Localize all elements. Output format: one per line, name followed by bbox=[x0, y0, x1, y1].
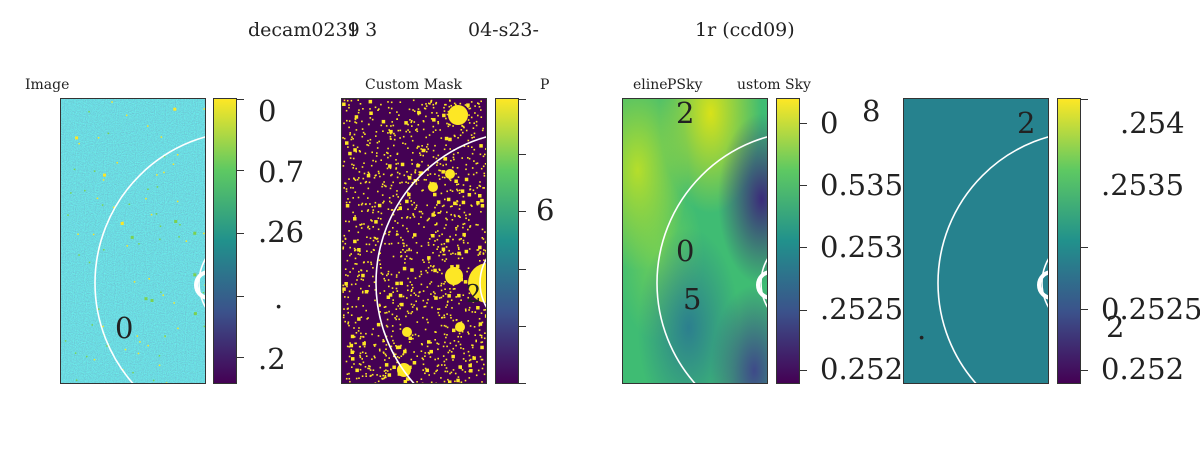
pipeline-sky-colorbar bbox=[776, 98, 807, 384]
image-colorbar bbox=[213, 98, 244, 384]
mask-map bbox=[342, 99, 486, 383]
figure-title-part-3: 04-s23- bbox=[468, 19, 539, 41]
custom-sky-panel: 2 2 bbox=[903, 98, 1049, 384]
panel-title-mask: Custom Mask bbox=[365, 77, 463, 93]
mask-panel: 2 bbox=[341, 98, 487, 384]
image-panel: 0 bbox=[60, 98, 206, 384]
image-colorbar-tick: 0.7 bbox=[258, 155, 305, 189]
custom-sky-colorbar bbox=[1057, 98, 1088, 384]
custom-sky-overlay-label: . bbox=[917, 312, 927, 346]
figure-title-part-2: 1 3 bbox=[347, 19, 378, 41]
pipeline-sky-map bbox=[623, 99, 767, 383]
custom-sky-map bbox=[937, 136, 1048, 383]
custom-sky-overlay-label: 8 bbox=[862, 94, 881, 128]
image-overlay-label: 0 bbox=[115, 311, 134, 345]
aperture-rings bbox=[375, 136, 486, 383]
mask-colorbar-title: P bbox=[540, 77, 550, 93]
custom-sky-colorbar-tick: 0.252 bbox=[1101, 352, 1185, 386]
custom-sky-colorbar-tick: 0.2525 bbox=[1101, 292, 1200, 326]
image-colorbar-tick: . bbox=[274, 281, 284, 315]
pipeline-sky-panel: 2 0 5 bbox=[622, 98, 768, 384]
pipeline-sky-colorbar-tick: 0.253 bbox=[820, 230, 904, 264]
mask-overlay-label: 2 bbox=[466, 280, 482, 308]
pipeline-sky-overlay-label: 2 bbox=[676, 98, 695, 130]
custom-sky-overlay-label: 2 bbox=[1017, 106, 1036, 140]
pipeline-sky-colorbar-tick: .2525 bbox=[820, 292, 904, 326]
aperture-rings bbox=[656, 136, 767, 383]
image-noise bbox=[61, 99, 205, 383]
panel-title-custom-sky: ustom Sky bbox=[737, 77, 811, 93]
pipeline-sky-colorbar-tick: 0.535 bbox=[820, 168, 904, 202]
custom-sky-colorbar-tick: .254 bbox=[1120, 106, 1185, 140]
panel-title-image: Image bbox=[25, 77, 70, 93]
figure-title-part-1: decam0239 bbox=[248, 19, 360, 41]
pipeline-sky-overlay-label: 5 bbox=[683, 282, 702, 316]
aperture-rings bbox=[94, 136, 205, 383]
image-colorbar-tick: .26 bbox=[258, 215, 305, 249]
image-colorbar-tick: 0 bbox=[258, 94, 277, 128]
image-colorbar-tick: .2 bbox=[258, 342, 286, 376]
mask-colorbar bbox=[495, 98, 526, 384]
pipeline-sky-colorbar-tick: 0.252 bbox=[820, 352, 904, 386]
custom-sky-colorbar-tick: .2535 bbox=[1101, 168, 1185, 202]
panel-title-pipeline-sky: eline bbox=[633, 77, 668, 93]
pipeline-sky-colorbar-tick: 0 bbox=[820, 106, 839, 140]
pipeline-sky-overlay-label: 0 bbox=[676, 234, 695, 268]
figure-title-part-4: 1r (ccd09) bbox=[695, 19, 795, 41]
aperture-rings bbox=[937, 136, 1048, 383]
mask-colorbar-tick: 6 bbox=[536, 193, 555, 227]
panel-title-pipeline-sky-b: PSky bbox=[667, 77, 703, 93]
custom-sky-overlay-label: 2 bbox=[1106, 310, 1125, 344]
